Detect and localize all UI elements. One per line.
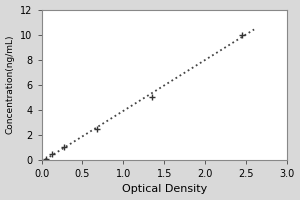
X-axis label: Optical Density: Optical Density [122,184,207,194]
Y-axis label: Concentration(ng/mL): Concentration(ng/mL) [6,35,15,134]
